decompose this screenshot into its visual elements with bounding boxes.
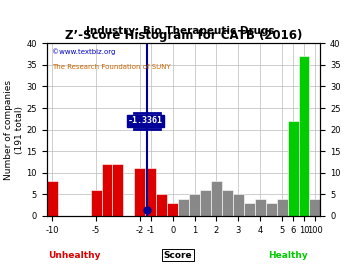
Bar [222,190,233,216]
Bar [244,203,255,216]
Bar [47,181,58,216]
Text: -1.3361: -1.3361 [128,116,163,126]
Bar [102,164,112,216]
Bar [266,203,276,216]
Y-axis label: Number of companies
(191 total): Number of companies (191 total) [4,80,24,180]
Text: The Research Foundation of SUNY: The Research Foundation of SUNY [52,64,171,70]
Bar [91,190,102,216]
Bar [288,121,298,216]
Text: ©www.textbiz.org: ©www.textbiz.org [52,48,116,55]
Text: Industry: Bio Therapeutic Drugs: Industry: Bio Therapeutic Drugs [86,26,274,36]
Bar [211,181,222,216]
Bar [156,194,167,216]
Bar [310,199,320,216]
Text: Healthy: Healthy [268,251,307,259]
Bar [112,164,123,216]
Text: Score: Score [164,251,193,259]
Text: Unhealthy: Unhealthy [48,251,100,259]
Title: Z’-Score Histogram for CATB (2016): Z’-Score Histogram for CATB (2016) [65,29,302,42]
Bar [134,168,145,216]
Bar [200,190,211,216]
Bar [276,199,288,216]
Bar [255,199,266,216]
Bar [298,56,310,216]
Bar [178,199,189,216]
Bar [189,194,200,216]
Bar [167,203,178,216]
Bar [145,168,156,216]
Bar [233,194,244,216]
